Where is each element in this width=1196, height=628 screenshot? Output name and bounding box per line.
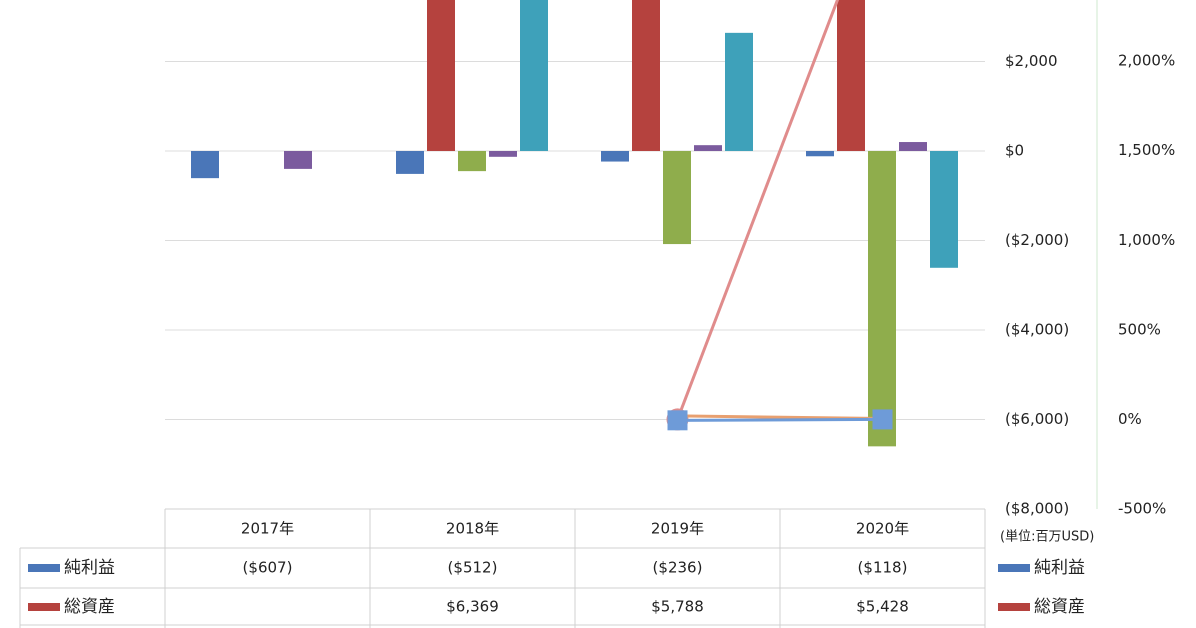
bar	[837, 0, 865, 151]
y2-tick-label: -500%	[1118, 500, 1166, 518]
bar	[694, 145, 722, 151]
legend-swatch	[998, 603, 1030, 611]
line-marker	[872, 409, 893, 430]
line-marker	[667, 410, 688, 431]
table-value: ($236)	[653, 559, 703, 577]
y-tick-label: $0	[1005, 141, 1024, 159]
line	[676, 0, 840, 420]
table-value: ($118)	[858, 559, 908, 577]
y-tick-label: ($6,000)	[1005, 410, 1069, 428]
bar	[930, 150, 958, 268]
bar	[663, 150, 691, 245]
bar	[458, 150, 486, 172]
bar	[601, 150, 629, 162]
category-label: 2018年	[446, 520, 499, 538]
y2-tick-label: 2,000%	[1118, 52, 1175, 70]
y2-tick-label: 0%	[1118, 410, 1142, 428]
bar	[806, 150, 834, 157]
bar	[284, 150, 312, 169]
y-tick-label: $2,000	[1005, 52, 1058, 70]
y-tick-label: ($2,000)	[1005, 231, 1069, 249]
bar	[427, 0, 455, 151]
legend-swatch	[28, 564, 60, 572]
bar	[191, 150, 219, 179]
table-value: $5,428	[856, 598, 909, 616]
y2-tick-label: 500%	[1118, 320, 1161, 338]
y-tick-label: ($4,000)	[1005, 320, 1069, 338]
table-value: ($512)	[448, 559, 498, 577]
y2-tick-label: 1,500%	[1118, 141, 1175, 159]
bar	[725, 32, 753, 151]
category-label: 2017年	[241, 520, 294, 538]
bar	[396, 150, 424, 174]
legend-label: 総資産	[64, 597, 115, 617]
legend-label: 純利益	[64, 558, 115, 578]
line	[677, 417, 883, 422]
table-value: ($607)	[243, 559, 293, 577]
table-value: $5,788	[651, 598, 704, 616]
y-tick-label: ($8,000)	[1005, 500, 1069, 518]
category-label: 2019年	[651, 520, 704, 538]
bar	[489, 150, 517, 157]
bar	[868, 150, 896, 447]
category-label: 2020年	[856, 520, 909, 538]
bar	[899, 142, 927, 151]
legend-label: 総資産	[1034, 597, 1085, 617]
table-value: $6,369	[446, 598, 499, 616]
legend-label: 純利益	[1034, 558, 1085, 578]
legend-swatch	[998, 564, 1030, 572]
y2-tick-label: 1,000%	[1118, 231, 1175, 249]
unit-note: (単位:百万USD)	[1000, 529, 1094, 545]
bar	[520, 0, 548, 151]
legend-swatch	[28, 603, 60, 611]
bar	[632, 0, 660, 151]
